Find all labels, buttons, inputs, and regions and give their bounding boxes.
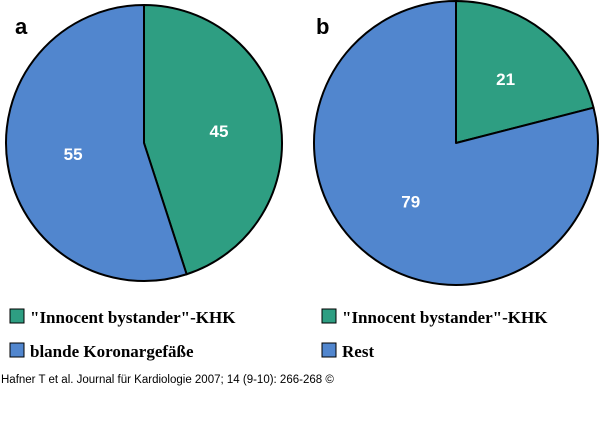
pie-a-slices xyxy=(5,4,283,282)
pie-chart-a: a 45 55 xyxy=(5,4,283,282)
pie-b-slice-green xyxy=(455,0,595,144)
pie-a-slice-green xyxy=(143,4,283,276)
legend-b-swatch-green xyxy=(321,308,337,324)
pie-b-value-label-blue: 79 xyxy=(401,192,420,211)
legend-b-label-rest: Rest xyxy=(342,342,374,361)
panel-letter-a: a xyxy=(15,14,28,39)
legend-b-label-innocent-bystander: "Innocent bystander"-KHK xyxy=(342,308,548,327)
legend-a-swatch-green xyxy=(9,308,25,324)
legend-a: "Innocent bystander"-KHK blande Koronarg… xyxy=(9,308,236,361)
legend-a-swatch-blue xyxy=(9,342,25,358)
panel-letter-b: b xyxy=(316,14,329,39)
pie-b-slice-blue xyxy=(313,0,599,286)
pie-a-slice-blue xyxy=(5,4,188,282)
legend-b: "Innocent bystander"-KHK Rest xyxy=(321,308,548,361)
pie-a-value-label-blue: 55 xyxy=(64,145,83,164)
pie-a-value-labels: 45 55 xyxy=(64,122,229,164)
pie-chart-b: b 21 79 xyxy=(313,0,599,286)
pie-a-value-label-green: 45 xyxy=(210,122,229,141)
legend-b-swatch-blue xyxy=(321,342,337,358)
pie-b-value-labels: 21 79 xyxy=(401,70,515,211)
citation: Hafner T et al. Journal für Kardiologie … xyxy=(1,374,334,386)
legend-a-label-innocent-bystander: "Innocent bystander"-KHK xyxy=(30,308,236,327)
pie-b-slices xyxy=(313,0,599,286)
pie-b-value-label-green: 21 xyxy=(496,70,515,89)
legend-a-label-blande-koronargefaesse: blande Koronargefäße xyxy=(30,342,194,361)
